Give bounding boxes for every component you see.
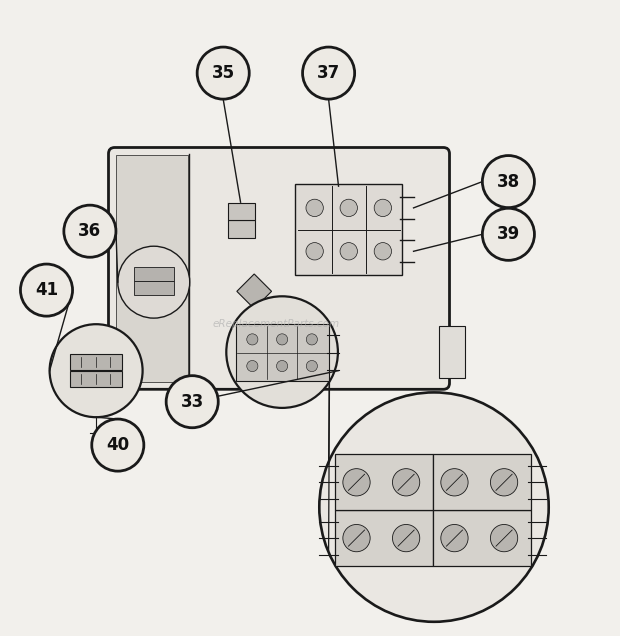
Circle shape (482, 208, 534, 260)
Circle shape (306, 242, 324, 260)
Text: eReplacementParts.com: eReplacementParts.com (212, 319, 340, 329)
Circle shape (166, 376, 218, 428)
Text: 36: 36 (78, 222, 102, 240)
Circle shape (490, 525, 518, 552)
Circle shape (340, 242, 357, 260)
Circle shape (340, 199, 357, 217)
Circle shape (343, 525, 370, 552)
Circle shape (118, 246, 190, 318)
Circle shape (197, 47, 249, 99)
Circle shape (20, 264, 73, 316)
Circle shape (343, 469, 370, 496)
FancyBboxPatch shape (335, 454, 433, 510)
FancyBboxPatch shape (236, 324, 329, 381)
Circle shape (303, 47, 355, 99)
Circle shape (374, 199, 392, 217)
Text: 38: 38 (497, 172, 520, 191)
FancyBboxPatch shape (433, 510, 531, 566)
FancyBboxPatch shape (228, 220, 255, 237)
Circle shape (441, 469, 468, 496)
Circle shape (50, 324, 143, 417)
Circle shape (247, 334, 258, 345)
Text: 33: 33 (180, 392, 204, 411)
Circle shape (306, 199, 324, 217)
Circle shape (374, 242, 392, 260)
Circle shape (277, 361, 288, 371)
Circle shape (92, 419, 144, 471)
FancyBboxPatch shape (134, 267, 174, 281)
FancyBboxPatch shape (134, 281, 174, 294)
Text: 41: 41 (35, 281, 58, 299)
FancyBboxPatch shape (295, 184, 402, 275)
FancyBboxPatch shape (335, 510, 433, 566)
Text: 40: 40 (106, 436, 130, 454)
Circle shape (277, 334, 288, 345)
Circle shape (64, 205, 116, 257)
Text: 37: 37 (317, 64, 340, 82)
Polygon shape (237, 274, 272, 308)
FancyBboxPatch shape (439, 326, 465, 378)
FancyBboxPatch shape (70, 371, 122, 387)
FancyBboxPatch shape (108, 148, 450, 389)
Circle shape (490, 469, 518, 496)
Circle shape (226, 296, 338, 408)
Circle shape (482, 156, 534, 207)
Circle shape (392, 525, 420, 552)
Circle shape (319, 392, 549, 622)
Circle shape (392, 469, 420, 496)
FancyBboxPatch shape (433, 454, 531, 510)
Circle shape (441, 525, 468, 552)
FancyBboxPatch shape (70, 354, 122, 370)
Circle shape (306, 334, 317, 345)
FancyBboxPatch shape (228, 203, 255, 220)
Text: 39: 39 (497, 225, 520, 244)
Circle shape (306, 361, 317, 371)
FancyBboxPatch shape (116, 155, 188, 382)
Text: 35: 35 (211, 64, 235, 82)
Circle shape (247, 361, 258, 371)
